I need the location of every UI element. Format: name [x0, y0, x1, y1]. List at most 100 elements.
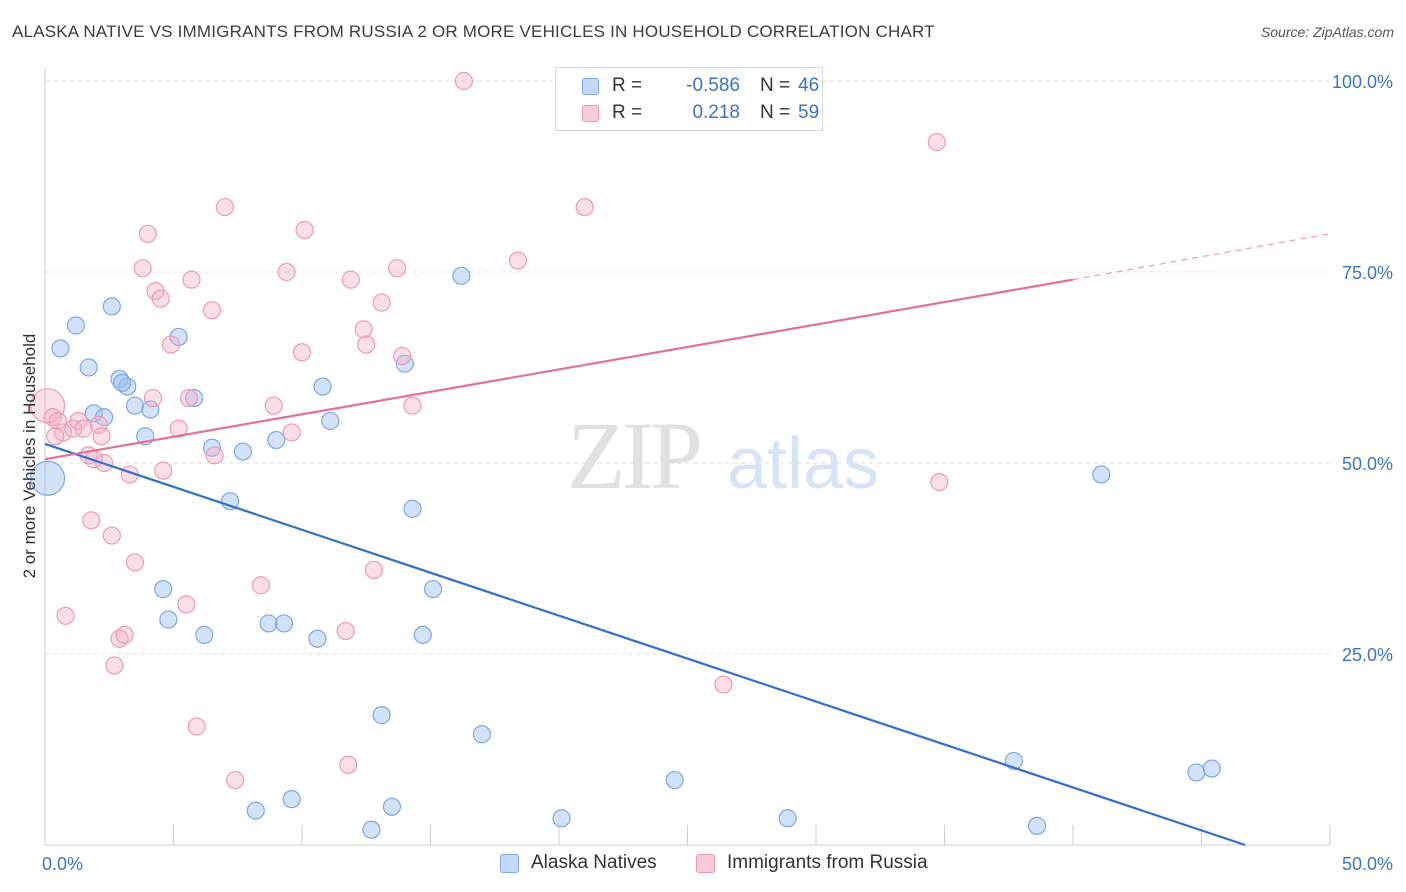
legend-n-label: N =: [760, 75, 791, 96]
data-point-immigrants-russia: [508, 251, 527, 270]
data-point-immigrants-russia: [295, 220, 314, 240]
data-point-alaska-natives: [195, 625, 214, 645]
data-point-alaska-natives: [66, 316, 85, 335]
y-tick-label: 100.0%: [1332, 72, 1393, 92]
bottom-legend-label-alaska-natives: Alaska Natives: [531, 852, 657, 873]
bottom-legend-swatch-alaska-natives: [500, 854, 519, 873]
data-point-alaska-natives: [372, 706, 391, 725]
data-point-immigrants-russia: [336, 621, 355, 641]
data-point-immigrants-russia: [277, 262, 296, 282]
data-point-alaska-natives: [1092, 465, 1111, 484]
legend-n-value: 59: [798, 102, 820, 123]
data-point-alaska-natives: [321, 411, 340, 431]
data-point-immigrants-russia: [82, 511, 101, 530]
data-point-alaska-natives: [79, 358, 98, 377]
data-point-immigrants-russia: [403, 396, 422, 415]
data-point-alaska-natives: [184, 388, 204, 408]
legend-r-value: 0.218: [692, 102, 740, 123]
chart-title: ALASKA NATIVE VS IMMIGRANTS FROM RUSSIA …: [12, 22, 935, 41]
data-point-immigrants-russia: [125, 553, 145, 572]
data-point-alaska-natives: [1202, 759, 1221, 778]
legend-r-value: -0.586: [686, 75, 740, 96]
data-point-immigrants-russia: [927, 133, 946, 152]
legend-n-value: 46: [798, 75, 820, 96]
data-point-immigrants-russia: [143, 388, 163, 408]
legend-r-label: R =: [612, 102, 643, 123]
data-point-alaska-natives: [274, 614, 294, 633]
stats-legend: R = -0.586 N = 46 R = 0.218 N = 59: [555, 67, 823, 131]
data-point-immigrants-russia: [454, 71, 474, 91]
data-point-alaska-natives: [308, 629, 327, 648]
y-tick-label: 50.0%: [1342, 454, 1393, 474]
data-point-immigrants-russia: [393, 346, 412, 366]
data-point-alaska-natives: [259, 614, 278, 633]
data-point-alaska-natives: [154, 579, 173, 599]
data-point-immigrants-russia: [930, 473, 949, 492]
data-point-immigrants-russia: [74, 419, 93, 438]
watermark-atlas: atlas: [727, 424, 879, 504]
data-point-immigrants-russia: [182, 270, 201, 289]
data-point-alaska-natives: [267, 430, 286, 450]
data-point-immigrants-russia: [341, 270, 360, 289]
data-point-immigrants-russia: [177, 595, 196, 614]
y-tick-label: 25.0%: [1342, 645, 1393, 665]
data-point-alaska-natives: [778, 809, 797, 828]
data-point-alaska-natives: [169, 327, 188, 347]
data-point-immigrants-russia: [292, 343, 312, 362]
data-point-immigrants-russia: [105, 656, 124, 675]
data-point-immigrants-russia: [151, 289, 170, 308]
data-point-immigrants-russia: [282, 423, 301, 442]
data-point-immigrants-russia: [205, 446, 224, 465]
axes: [44, 68, 1331, 846]
legend-swatch-immigrants-russia: [582, 105, 599, 122]
data-point-alaska-natives: [159, 610, 178, 629]
trend-line-extension-immigrants-russia: [1072, 233, 1331, 281]
bottom-legend-swatch-immigrants-russia: [696, 854, 715, 873]
data-point-alaska-natives: [362, 820, 381, 839]
data-point-immigrants-russia: [339, 755, 358, 774]
data-point-alaska-natives: [102, 297, 121, 316]
legend-n-label: N =: [760, 102, 791, 123]
data-point-immigrants-russia: [154, 461, 173, 480]
data-point-immigrants-russia: [714, 675, 733, 694]
grid-lines: [45, 80, 1330, 655]
data-point-alaska-natives: [452, 266, 471, 285]
data-point-immigrants-russia: [357, 335, 376, 354]
data-point-immigrants-russia: [169, 419, 188, 438]
bottom-legend-label-immigrants-russia: Immigrants from Russia: [727, 852, 928, 873]
data-point-alaska-natives: [413, 625, 432, 645]
trend-line-immigrants-russia: [44, 278, 1074, 461]
data-point-immigrants-russia: [115, 625, 134, 645]
data-point-immigrants-russia: [575, 197, 594, 217]
data-point-immigrants-russia: [138, 224, 157, 243]
watermark-zip: ZIP: [567, 402, 700, 509]
y-tick-label: 75.0%: [1342, 263, 1393, 283]
x-tick-label: 0.0%: [42, 854, 83, 874]
data-point-immigrants-russia: [372, 293, 391, 312]
trend-lines: [44, 233, 1331, 847]
data-point-alaska-natives: [552, 809, 571, 828]
data-point-alaska-natives: [472, 725, 491, 744]
legend-swatch-alaska-natives: [582, 78, 599, 95]
data-point-alaska-natives: [141, 400, 160, 419]
data-point-immigrants-russia: [364, 560, 384, 580]
y-axis-label: 2 or more Vehicles in Household: [20, 333, 39, 579]
source-label: Source: ZipAtlas.com: [1260, 24, 1394, 40]
data-point-immigrants-russia: [92, 427, 111, 446]
data-point-immigrants-russia: [161, 335, 181, 354]
data-point-alaska-natives: [29, 460, 66, 496]
data-point-alaska-natives: [233, 442, 252, 461]
data-point-alaska-natives: [112, 373, 132, 392]
tick-labels: 25.0% 50.0% 75.0% 100.0% 0.0% 50.0%: [42, 72, 1393, 874]
data-point-immigrants-russia: [29, 388, 66, 424]
data-point-immigrants-russia: [46, 427, 65, 446]
data-point-immigrants-russia: [354, 320, 373, 339]
data-point-alaska-natives: [84, 404, 103, 423]
data-point-alaska-natives: [403, 499, 422, 518]
data-point-alaska-natives: [51, 339, 70, 358]
data-point-immigrants-russia: [56, 606, 75, 625]
data-point-alaska-natives: [1187, 763, 1206, 782]
data-point-immigrants-russia: [251, 576, 270, 595]
data-point-alaska-natives: [1027, 816, 1047, 836]
